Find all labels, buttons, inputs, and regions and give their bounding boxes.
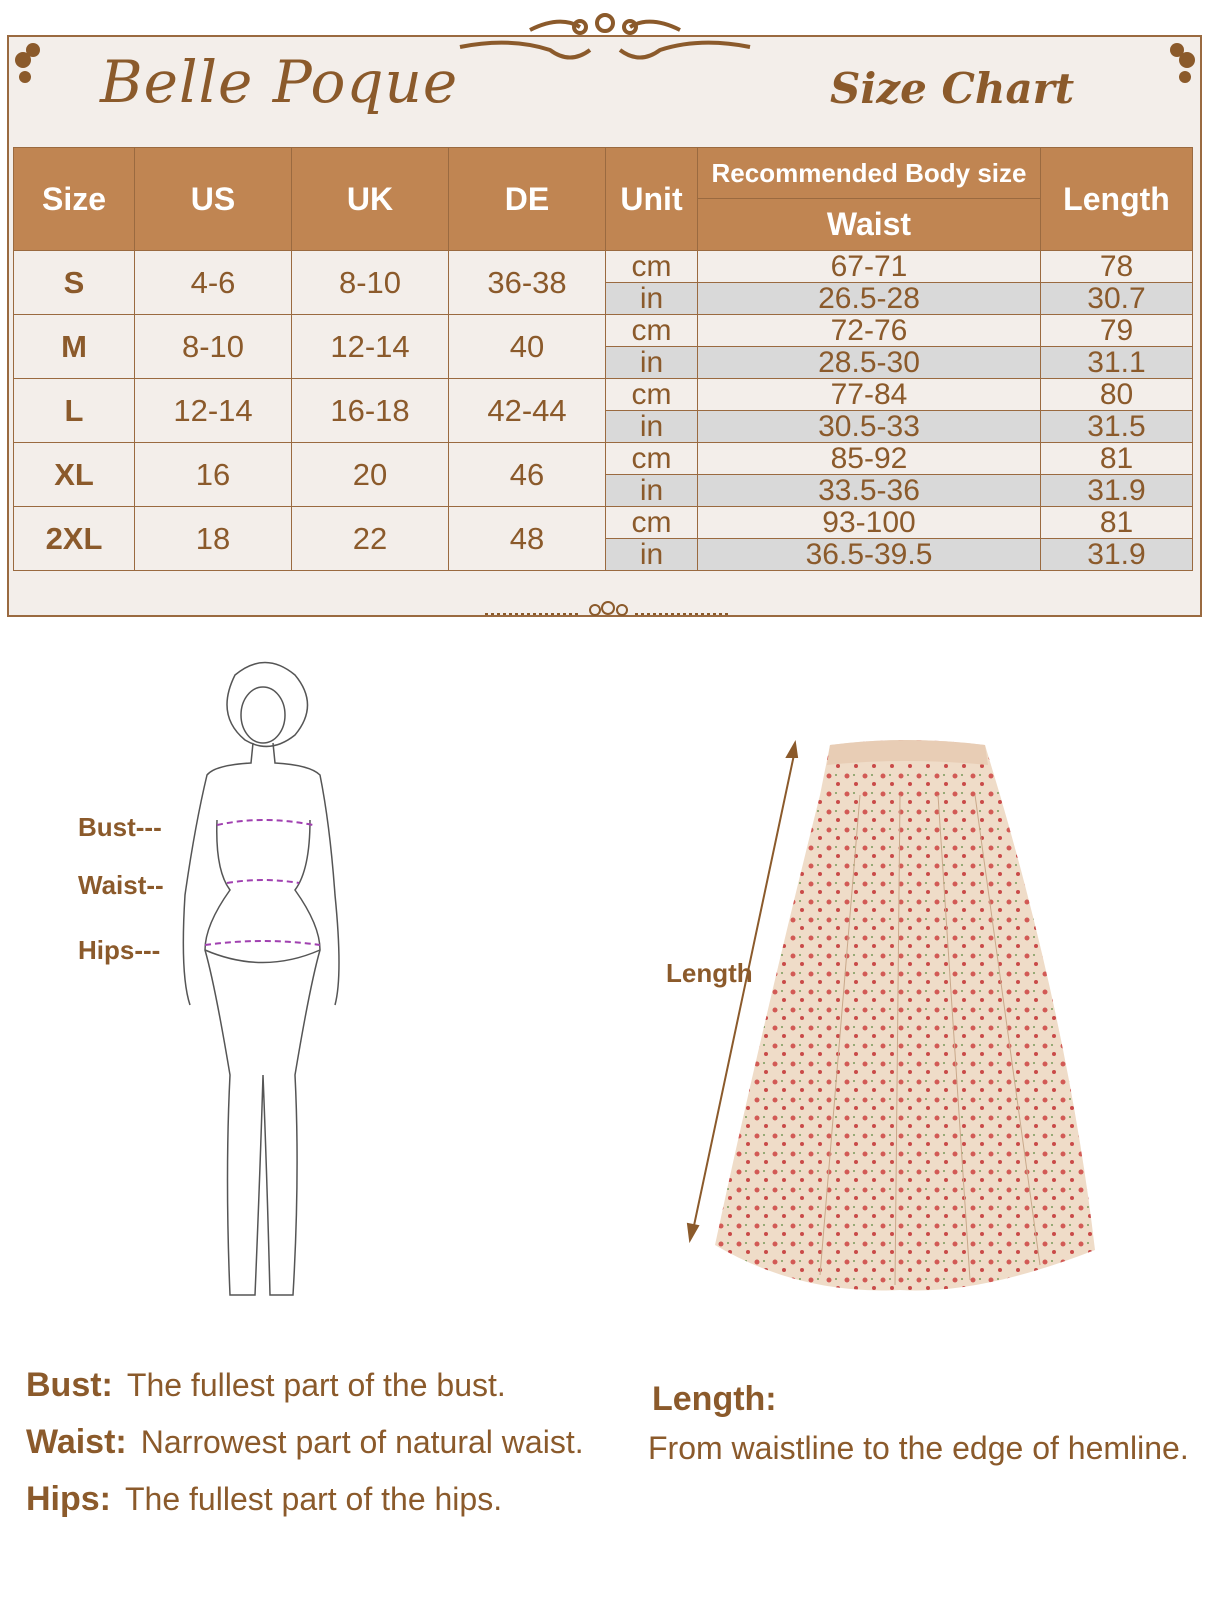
waist-label: Waist-- — [78, 870, 164, 900]
cell-unit: cm — [605, 250, 698, 283]
bottom-ornament-icon — [485, 601, 730, 616]
header-size: Size — [13, 147, 135, 251]
cell-us: 4-6 — [134, 250, 292, 315]
cell-waist: 36.5-39.5 — [697, 538, 1041, 571]
cell-de: 36-38 — [448, 250, 606, 315]
bust-text: The fullest part of the bust. — [126, 1367, 506, 1403]
skirt-product-image — [686, 739, 1095, 1291]
cell-length: 31.5 — [1040, 410, 1193, 443]
header-de: DE — [448, 147, 606, 251]
cell-waist: 77-84 — [697, 378, 1041, 411]
table-row-in: in 26.5-28 30.7 — [14, 282, 1193, 315]
cell-length: 81 — [1040, 442, 1193, 475]
corner-ornament-icon — [15, 43, 40, 83]
waist-description: Waist: Narrowest part of natural waist. — [26, 1423, 584, 1462]
cell-size: L — [13, 378, 135, 443]
length-term: Length: — [652, 1380, 791, 1419]
brand-logo: Belle Poque — [100, 48, 459, 116]
length-term-text: Length: — [652, 1380, 777, 1418]
cell-unit: in — [605, 474, 698, 507]
table-row-cm: 2XL 18 22 48 cm 93-100 81 — [13, 506, 1193, 571]
size-table: Size US UK DE Unit Recommended Body size… — [13, 147, 1193, 571]
cell-size: XL — [13, 442, 135, 507]
cell-us: 16 — [134, 442, 292, 507]
cell-unit: in — [605, 410, 698, 443]
length-text: From waistline to the edge of hemline. — [648, 1430, 1189, 1466]
cell-length: 31.9 — [1040, 538, 1193, 571]
cell-unit: cm — [605, 506, 698, 539]
cell-size: S — [13, 250, 135, 315]
cell-us: 18 — [134, 506, 292, 571]
header-recommended-body-size: Recommended Body size — [697, 147, 1041, 199]
length-label: Length — [666, 958, 753, 988]
cell-length: 79 — [1040, 314, 1193, 347]
bust-term: Bust: — [26, 1366, 113, 1404]
cell-unit: in — [605, 282, 698, 315]
hips-description: Hips: The fullest part of the hips. — [26, 1480, 502, 1519]
cell-uk: 20 — [291, 442, 449, 507]
cell-length: 31.9 — [1040, 474, 1193, 507]
cell-unit: cm — [605, 314, 698, 347]
table-row-cm: XL 16 20 46 cm 85-92 81 — [13, 442, 1193, 507]
cell-length: 30.7 — [1040, 282, 1193, 315]
hips-label: Hips--- — [78, 935, 161, 965]
table-row-in: in 30.5-33 31.5 — [14, 410, 1193, 443]
table-row-cm: L 12-14 16-18 42-44 cm 77-84 80 — [13, 378, 1193, 443]
cell-uk: 8-10 — [291, 250, 449, 315]
header-unit: Unit — [605, 147, 698, 251]
cell-length: 80 — [1040, 378, 1193, 411]
cell-uk: 22 — [291, 506, 449, 571]
cell-size: M — [13, 314, 135, 379]
cell-waist: 28.5-30 — [697, 346, 1041, 379]
cell-length: 81 — [1040, 506, 1193, 539]
cell-waist: 30.5-33 — [697, 410, 1041, 443]
bust-label: Bust--- — [78, 812, 162, 842]
table-row-in: in 36.5-39.5 31.9 — [14, 538, 1193, 571]
waist-term: Waist: — [26, 1423, 127, 1461]
cell-unit: cm — [605, 442, 698, 475]
cell-waist: 33.5-36 — [697, 474, 1041, 507]
top-ornament-icon — [459, 13, 751, 60]
cell-waist: 26.5-28 — [697, 282, 1041, 315]
cell-de: 42-44 — [448, 378, 606, 443]
cell-unit: in — [605, 538, 698, 571]
cell-uk: 16-18 — [291, 378, 449, 443]
body-figure-illustration — [182, 661, 340, 1296]
table-row-cm: M 8-10 12-14 40 cm 72-76 79 — [13, 314, 1193, 379]
cell-waist: 93-100 — [697, 506, 1041, 539]
bust-description: Bust: The fullest part of the bust. — [26, 1366, 506, 1405]
cell-waist: 67-71 — [697, 250, 1041, 283]
cell-unit: in — [605, 346, 698, 379]
cell-waist: 85-92 — [697, 442, 1041, 475]
cell-length: 78 — [1040, 250, 1193, 283]
cell-unit: cm — [605, 378, 698, 411]
header-us: US — [134, 147, 292, 251]
cell-waist: 72-76 — [697, 314, 1041, 347]
cell-length: 31.1 — [1040, 346, 1193, 379]
cell-de: 46 — [448, 442, 606, 507]
table-row-in: in 28.5-30 31.1 — [14, 346, 1193, 379]
cell-us: 12-14 — [134, 378, 292, 443]
corner-ornament-icon — [1170, 43, 1195, 83]
header-length: Length — [1040, 147, 1193, 251]
hips-term: Hips: — [26, 1480, 111, 1518]
cell-de: 40 — [448, 314, 606, 379]
cell-size: 2XL — [13, 506, 135, 571]
cell-us: 8-10 — [134, 314, 292, 379]
table-row-cm: S 4-6 8-10 36-38 cm 67-71 78 — [13, 250, 1193, 315]
header-waist: Waist — [697, 198, 1041, 251]
hips-text: The fullest part of the hips. — [125, 1481, 503, 1517]
header-uk: UK — [291, 147, 449, 251]
page-title: Size Chart — [830, 64, 1075, 113]
cell-de: 48 — [448, 506, 606, 571]
cell-uk: 12-14 — [291, 314, 449, 379]
waist-text: Narrowest part of natural waist. — [140, 1424, 584, 1460]
